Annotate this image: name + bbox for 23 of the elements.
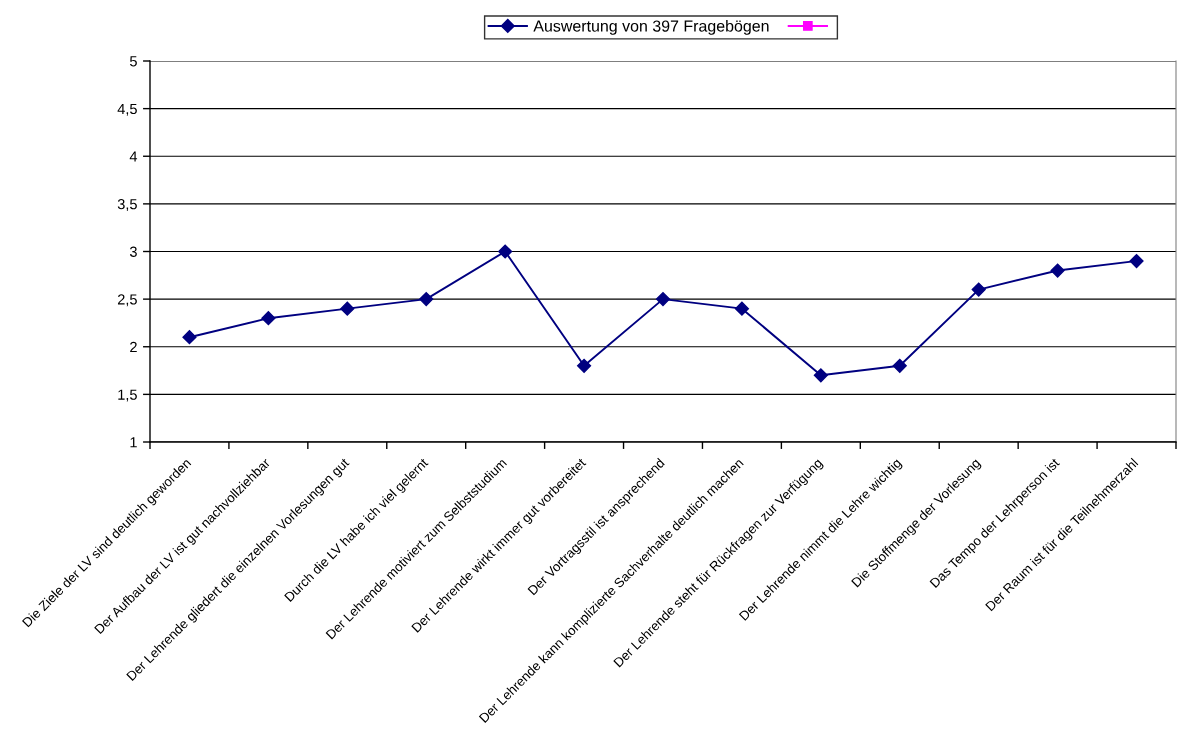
- y-tick-label: 3: [129, 246, 137, 257]
- point: [734, 301, 750, 316]
- point: [498, 244, 513, 259]
- point: [419, 292, 434, 307]
- point: [813, 368, 828, 383]
- y-tick-label: 2,5: [117, 294, 137, 307]
- y-tick-label: 4,5: [117, 103, 137, 116]
- point: [182, 330, 197, 345]
- point: [971, 282, 986, 297]
- y-tick-label: 4: [129, 151, 138, 162]
- point: [892, 358, 907, 373]
- point: [340, 301, 355, 316]
- point: [1129, 253, 1144, 269]
- point: [1050, 263, 1065, 278]
- y-tick-label: 5: [129, 56, 137, 67]
- point: [655, 292, 671, 307]
- legend-label: Auswertung von 397 Fragebögen: [533, 19, 769, 35]
- point: [261, 311, 276, 326]
- y-tick-label: 1,5: [118, 389, 137, 402]
- point: [576, 358, 592, 373]
- y-tick-label: 1: [130, 437, 137, 448]
- y-tick-label: 3,5: [117, 198, 137, 212]
- y-tick-label: 2: [130, 341, 137, 353]
